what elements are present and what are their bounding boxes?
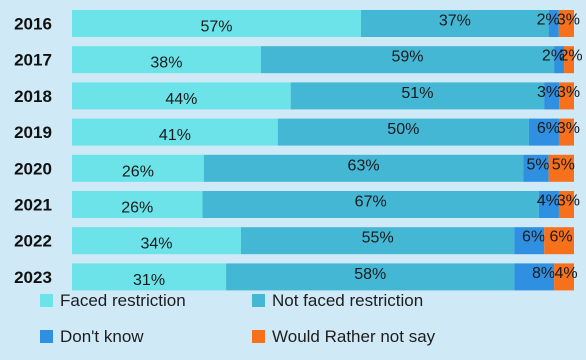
legend-item: Don't know [40,327,144,346]
bar-segment [523,154,549,182]
bar-segment [72,191,203,218]
bar-row-2018: 2018 44% 51% 3%3% [14,82,580,110]
category-label: 2021 [14,196,52,215]
legend-swatch [252,330,265,343]
bar-segment [72,154,204,182]
bar-segment [240,227,515,255]
bar-segment [72,10,362,37]
data-label: 4% [554,265,577,282]
data-label: 31% [133,272,165,289]
data-label: 3% [557,84,580,101]
bar-segment [514,263,555,291]
data-label: 6% [537,120,560,137]
data-label: 59% [391,49,423,66]
legend-label: Would Rather not say [272,327,436,346]
legend-swatch [40,294,53,307]
data-label: 34% [140,236,172,253]
bar-segment [558,118,574,146]
bar-segment [202,191,539,218]
legend-label: Don't know [60,327,144,346]
bar-segment [558,191,574,218]
data-label: 26% [122,163,154,180]
bar-segment [72,227,241,255]
bar-segment [226,263,515,291]
legend-item: Not faced restriction [252,291,423,310]
data-label: 50% [387,121,419,138]
data-label: 5% [552,156,575,173]
bar-row-2021: 2021 26% 67% 4%3% [14,191,580,218]
legend-swatch [252,294,265,307]
legend-label: Faced restriction [60,291,186,310]
data-label: 8% [532,265,555,282]
data-label: 5% [527,156,550,173]
category-label: 2022 [14,232,52,251]
data-label: 3% [557,12,580,29]
bar-segment [361,10,549,37]
data-label: 3% [557,120,580,137]
bar-segment [564,46,574,74]
data-label: 37% [439,13,471,30]
bar-segment [528,118,559,146]
category-label: 2017 [14,51,52,70]
bar-segment [72,263,227,291]
data-label: 3% [537,84,560,101]
data-label: 63% [348,157,380,174]
bar-segment [203,154,524,182]
bar-segment [72,82,291,110]
data-label: 41% [159,127,191,144]
bar-segment [514,227,545,255]
data-label: 6% [522,229,545,246]
data-label: 57% [200,19,232,36]
bar-segment [544,82,560,110]
data-label: 2% [537,12,560,29]
data-label: 38% [150,55,182,72]
data-label: 44% [165,91,197,108]
bar-segment [538,191,559,218]
legend-swatch [40,330,53,343]
bar-segment [554,46,565,74]
category-label: 2016 [14,15,52,34]
bar-row-2019: 2019 41% 50% 6%3% [14,118,580,146]
bar-segment [260,46,555,74]
bar-segment [558,10,574,37]
data-label: 58% [354,266,386,283]
bar-segment [548,154,574,182]
legend-item: Would Rather not say [252,327,436,346]
bar-row-2023: 2023 31% 58% 8% 4% [14,263,578,291]
bar-row-2016: 2016 57% 37% 2%3% [14,10,580,37]
data-label: 3% [557,193,580,210]
bar-segment [72,46,261,74]
bar-segment [559,82,574,110]
bar-segment [554,263,574,291]
bar-segment [548,10,559,37]
data-label: 2% [542,48,565,65]
bar-segment [72,118,278,146]
data-label: 6% [550,229,573,246]
bar-segment [290,82,545,110]
bar-segment [544,227,574,255]
bar-row-2017: 2017 38% 59% 2%2% [14,46,583,74]
legend: Faced restriction Not faced restriction Do… [40,291,436,346]
data-label: 2% [559,48,582,65]
legend-item: Faced restriction [40,291,186,310]
data-label: 55% [362,230,394,247]
bar-row-2022: 2022 34% 55% 6% 6% [14,227,574,255]
plot-area: 2016 57% 37% 2%3%2017 38% 59% 2%2%2018 44% 51% 3%… [14,10,583,291]
data-label: 67% [355,194,387,211]
data-label: 4% [537,193,560,210]
legend-label: Not faced restriction [272,291,423,310]
data-label: 51% [401,85,433,102]
category-label: 2018 [14,87,52,106]
bar-row-2020: 2020 26% 63% 5% 5% [14,154,575,182]
category-label: 2019 [14,123,52,142]
bar-segment [277,118,529,146]
category-label: 2023 [14,268,52,287]
data-label: 26% [121,200,153,217]
category-label: 2020 [14,159,52,178]
